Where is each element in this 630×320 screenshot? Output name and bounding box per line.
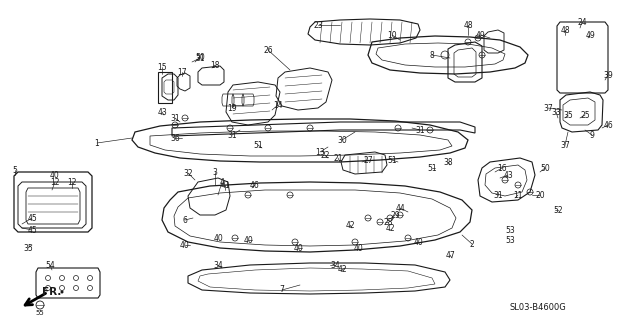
Text: 52: 52 (553, 205, 563, 214)
Text: 46: 46 (250, 180, 260, 189)
Text: 24: 24 (577, 18, 587, 27)
Text: 9: 9 (590, 131, 595, 140)
Text: 29: 29 (390, 211, 400, 220)
Circle shape (60, 291, 64, 293)
Text: 18: 18 (210, 60, 220, 69)
Text: 48: 48 (463, 20, 472, 29)
Text: 42: 42 (385, 223, 395, 233)
Text: 51: 51 (427, 164, 437, 172)
Text: 1: 1 (94, 139, 100, 148)
Text: 42: 42 (337, 266, 346, 275)
Text: 26: 26 (263, 45, 273, 54)
Text: 12: 12 (50, 178, 60, 187)
Text: 34: 34 (330, 260, 340, 269)
Text: 42: 42 (345, 220, 355, 229)
Text: 38: 38 (443, 157, 453, 166)
Text: 39: 39 (603, 70, 613, 79)
Text: 35: 35 (563, 110, 573, 119)
Text: 45: 45 (27, 213, 37, 222)
Text: 40: 40 (213, 234, 223, 243)
Text: 40: 40 (180, 241, 190, 250)
Text: 6: 6 (183, 215, 188, 225)
Text: 48: 48 (560, 26, 570, 35)
Text: 43: 43 (503, 171, 513, 180)
Text: 46: 46 (603, 121, 613, 130)
Text: 53: 53 (505, 226, 515, 235)
Text: 33: 33 (551, 108, 561, 116)
Text: FR.: FR. (42, 287, 62, 297)
Text: SL03-B4600G: SL03-B4600G (510, 303, 567, 313)
Text: 3: 3 (212, 167, 217, 177)
Text: 50: 50 (540, 164, 550, 172)
Text: 27: 27 (363, 156, 373, 164)
Text: 21: 21 (333, 154, 343, 163)
Text: 7: 7 (280, 285, 284, 294)
Text: 8: 8 (430, 51, 434, 60)
Text: 31: 31 (170, 114, 180, 123)
Text: 50: 50 (195, 52, 205, 61)
Text: 36: 36 (170, 133, 180, 142)
Text: 31: 31 (227, 131, 237, 140)
Text: 11: 11 (513, 190, 523, 199)
Text: 40: 40 (50, 171, 60, 180)
Text: 40: 40 (243, 236, 253, 244)
Text: 51: 51 (387, 156, 397, 164)
Text: 19: 19 (227, 103, 237, 113)
Text: 35: 35 (23, 244, 33, 252)
Text: 14: 14 (273, 100, 283, 109)
Text: 2: 2 (469, 239, 474, 249)
Text: 37: 37 (560, 140, 570, 149)
Text: 40: 40 (293, 244, 303, 252)
Text: 34: 34 (213, 260, 223, 269)
Text: 10: 10 (387, 30, 397, 39)
Text: 23: 23 (313, 20, 323, 29)
Text: 49: 49 (475, 30, 485, 39)
Text: 51: 51 (253, 140, 263, 149)
Text: 37: 37 (543, 103, 553, 113)
Text: 43: 43 (157, 108, 167, 116)
Text: 47: 47 (445, 251, 455, 260)
Text: 16: 16 (497, 164, 507, 172)
Text: 4: 4 (220, 178, 224, 187)
Text: 45: 45 (27, 226, 37, 235)
Text: 30: 30 (337, 135, 347, 145)
Text: 53: 53 (505, 236, 515, 244)
Text: 22: 22 (320, 150, 329, 159)
Text: 54: 54 (45, 260, 55, 269)
Text: 12: 12 (67, 178, 77, 187)
Text: 40: 40 (413, 237, 423, 246)
Text: 17: 17 (177, 68, 187, 76)
Text: 15: 15 (158, 62, 167, 71)
Text: 40: 40 (353, 244, 363, 252)
Text: 13: 13 (315, 148, 325, 156)
Text: 44: 44 (395, 204, 405, 212)
Text: 49: 49 (585, 30, 595, 39)
Text: 20: 20 (536, 190, 545, 199)
Text: 31: 31 (493, 190, 503, 199)
Text: 28: 28 (383, 218, 392, 227)
Text: 32: 32 (183, 169, 193, 178)
Text: 41: 41 (220, 180, 230, 189)
Text: 5: 5 (13, 165, 18, 174)
Text: 31: 31 (415, 125, 425, 134)
Text: 55: 55 (36, 310, 44, 316)
Text: 31: 31 (195, 53, 205, 62)
Text: 25: 25 (580, 110, 590, 119)
